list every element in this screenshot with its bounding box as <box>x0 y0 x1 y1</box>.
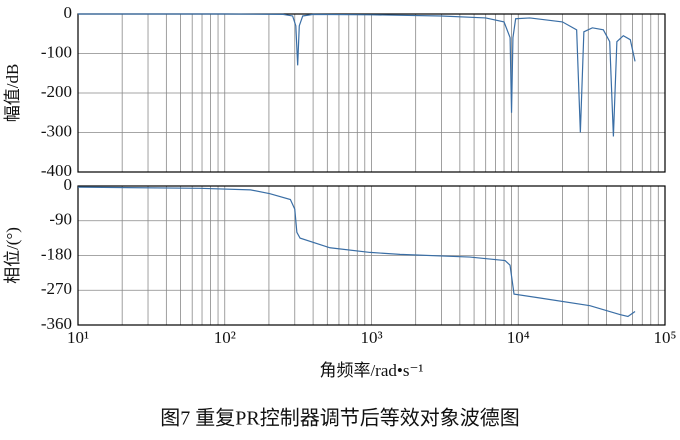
data-line <box>78 13 636 137</box>
y-axis-title: 相位/(°) <box>3 227 22 284</box>
x-axis-title: 角频率/rad•s⁻¹ <box>319 361 423 380</box>
caption: 图7 重复PR控制器调节后等效对象波德图 <box>160 407 519 430</box>
y-tick-label: -300 <box>41 121 72 140</box>
x-tick-label: 10⁵ <box>654 328 677 347</box>
x-tick-label: 10³ <box>360 328 382 347</box>
y-tick-label: 0 <box>64 3 73 22</box>
y-tick-label: 0 <box>64 175 73 194</box>
x-tick-label: 10² <box>214 328 236 347</box>
x-tick-label: 10¹ <box>67 328 89 347</box>
y-tick-label: -100 <box>41 42 72 61</box>
data-line <box>77 186 636 318</box>
y-tick-label: -90 <box>49 210 72 229</box>
y-tick-label: -400 <box>41 161 72 180</box>
y-tick-label: -270 <box>41 279 72 298</box>
x-tick-label: 10⁴ <box>507 328 530 347</box>
y-tick-label: -360 <box>41 314 72 333</box>
plot-frame <box>77 13 666 173</box>
plot-frame <box>77 185 666 326</box>
y-tick-label: -200 <box>41 82 72 101</box>
y-axis-title: 幅值/dB <box>3 64 22 123</box>
y-tick-label: -180 <box>41 244 72 263</box>
